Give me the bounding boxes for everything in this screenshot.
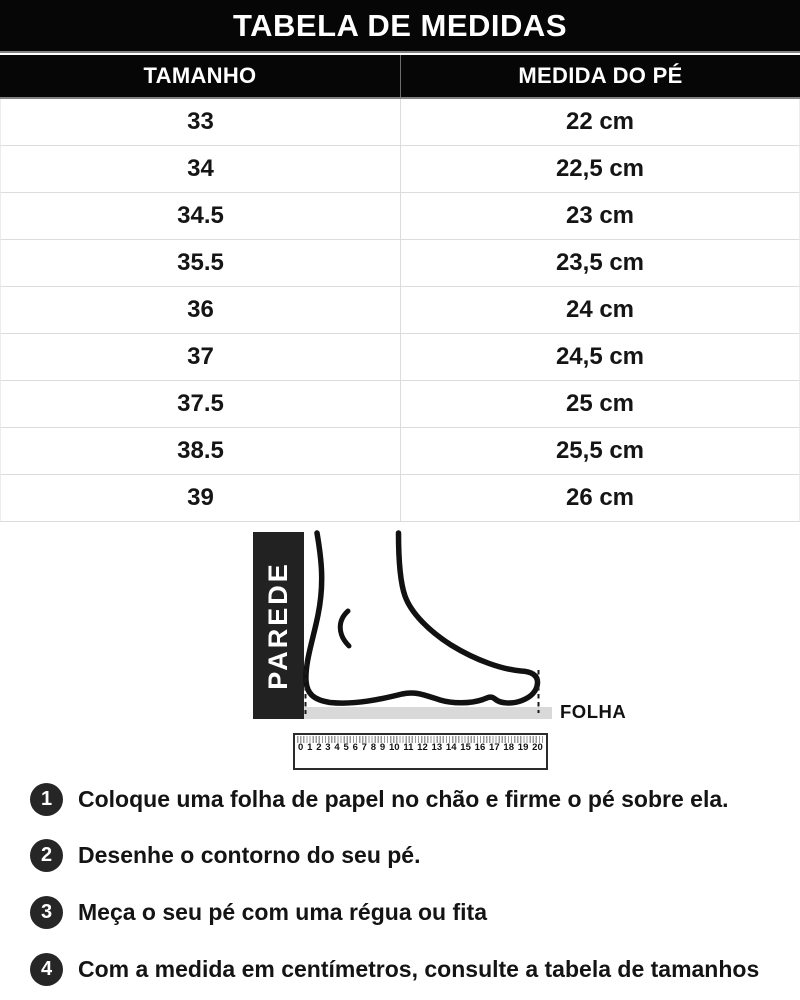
ruler-number: 16 [474,742,486,753]
sheet-label: FOLHA [560,701,627,722]
ruler-number: 20 [532,742,543,753]
measure-cell: 22 cm [565,108,635,135]
instruction-step-1: 1 Coloque uma folha de papel no chão e f… [30,783,729,816]
measure-cell: 26 cm [565,484,635,511]
size-cell: 37 [1,334,401,380]
ruler-numbers: 0 1 2 3 4 5 6 7 8 9 10 11 12 13 14 15 16… [295,743,546,753]
step-number-badge: 2 [30,839,63,872]
step-text: Desenhe o contorno do seu pé. [78,842,421,868]
ruler-number: 18 [503,742,514,753]
paper-sheet-bar [303,707,552,719]
ruler-number: 11 [403,742,414,753]
ruler-number: 0 [298,742,304,753]
table-row: 37 24,5 cm [0,334,800,381]
size-cell: 34 [1,146,401,192]
measure-cell: 24,5 cm [555,343,645,370]
table-row: 36 24 cm [0,287,800,334]
ruler-number: 9 [379,742,386,753]
measure-cell: 25 cm [565,390,635,417]
ruler-ticks [297,736,544,743]
ruler-number: 15 [460,742,471,753]
header-foot-measure: MEDIDA DO PÉ [518,63,683,88]
size-cell: 35.5 [1,240,401,286]
step-number-badge: 4 [30,953,63,986]
table-row: 38.5 25,5 cm [0,428,800,475]
step-text: Com a medida em centímetros, consulte a … [78,956,760,982]
ruler: 0 1 2 3 4 5 6 7 8 9 10 11 12 13 14 15 16… [293,733,548,770]
page-title: TABELA DE MEDIDAS [233,7,567,43]
step-text: Meça o seu pé com uma régua ou fita [78,899,487,925]
measure-cell: 24 cm [565,296,635,323]
ruler-number: 19 [517,742,529,753]
header-size: TAMANHO [0,55,401,97]
ruler-number: 8 [370,742,377,753]
ruler-number: 4 [334,742,340,753]
measure-cell: 23,5 cm [555,249,645,276]
measure-cell: 22,5 cm [555,155,645,182]
size-cell: 37.5 [1,381,401,427]
size-cell: 34.5 [1,193,401,239]
ruler-number: 10 [388,742,400,753]
table-row: 34.5 23 cm [0,193,800,240]
table-row: 39 26 cm [0,475,800,522]
step-text: Coloque uma folha de papel no chão e fir… [78,786,729,812]
size-cell: 38.5 [1,428,401,474]
step-number-badge: 1 [30,783,63,816]
instruction-step-3: 3 Meça o seu pé com uma régua ou fita [30,896,487,929]
ruler-number: 1 [307,742,313,753]
size-table: TAMANHO MEDIDA DO PÉ 33 22 cm 34 22,5 cm… [0,55,800,522]
ruler-number: 12 [417,742,428,753]
measure-cell: 23 cm [565,202,635,229]
ruler-number: 6 [352,742,358,753]
ruler-number: 7 [361,742,367,753]
step-number-badge: 3 [30,896,63,929]
title-bar: TABELA DE MEDIDAS [0,0,800,53]
ruler-number: 17 [489,742,500,753]
ruler-number: 14 [445,742,457,753]
table-row: 35.5 23,5 cm [0,240,800,287]
ruler-number: 5 [343,742,349,753]
measure-cell: 25,5 cm [555,437,645,464]
wall-bar: PAREDE [253,532,304,719]
size-table-header-row: TAMANHO MEDIDA DO PÉ [0,55,800,99]
table-row: 37.5 25 cm [0,381,800,428]
instruction-step-4: 4 Com a medida em centímetros, consulte … [30,953,759,986]
table-row: 34 22,5 cm [0,146,800,193]
ruler-number: 2 [316,742,322,753]
instruction-step-2: 2 Desenhe o contorno do seu pé. [30,839,420,872]
foot-measuring-diagram: PAREDE FOLHA 0 1 2 3 4 5 6 7 8 9 10 11 1… [0,524,800,780]
size-cell: 39 [1,475,401,521]
size-cell: 36 [1,287,401,333]
table-row: 33 22 cm [0,99,800,146]
foot-outline-icon [303,530,541,714]
size-cell: 33 [1,99,401,145]
ruler-number: 3 [325,742,331,753]
ruler-number: 13 [431,742,443,753]
